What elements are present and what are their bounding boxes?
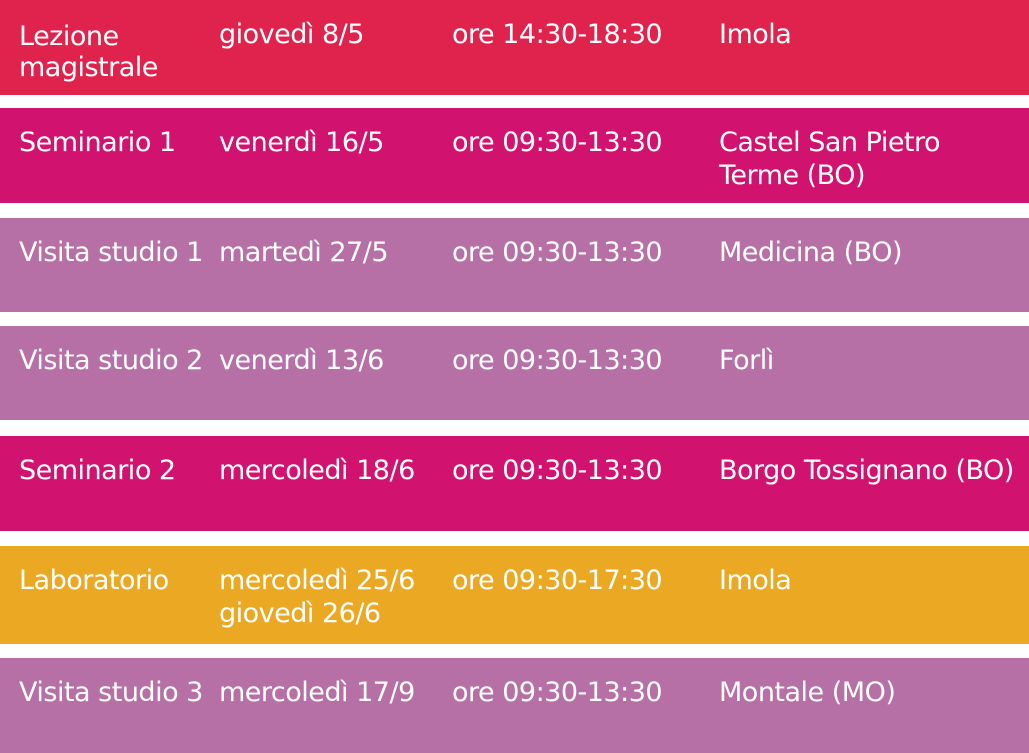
- schedule-row: Seminario 1 venerdì 16/5 ore 09:30-13:30…: [0, 108, 1029, 203]
- date-cell: martedì 27/5: [219, 237, 389, 268]
- place-cell: Imola: [719, 19, 792, 50]
- activity-cell: Laboratorio: [19, 565, 169, 596]
- time-cell: ore 09:30-13:30: [452, 345, 663, 376]
- activity-cell: Visita studio 3: [19, 677, 203, 708]
- place-cell: Borgo Tossignano (BO): [719, 455, 1014, 486]
- time-cell: ore 09:30-17:30: [452, 565, 663, 596]
- date-cell: venerdì 16/5: [219, 127, 384, 158]
- schedule-row: Visita studio 2 venerdì 13/6 ore 09:30-1…: [0, 326, 1029, 420]
- place-cell: Montale (MO): [719, 677, 896, 708]
- date-cell: mercoledì 18/6: [219, 455, 415, 486]
- schedule-row: Lezione magistrale giovedì 8/5 ore 14:30…: [0, 0, 1029, 95]
- activity-cell: Visita studio 1: [19, 237, 203, 268]
- place-cell: Medicina (BO): [719, 237, 903, 268]
- place-cell: Castel San Pietro Terme (BO): [719, 127, 941, 191]
- time-cell: ore 14:30-18:30: [452, 19, 663, 50]
- activity-cell: Visita studio 2: [19, 345, 203, 376]
- date-cell: giovedì 8/5: [219, 19, 364, 50]
- time-cell: ore 09:30-13:30: [452, 127, 663, 158]
- activity-cell: Lezione magistrale: [19, 21, 158, 83]
- date-cell: mercoledì 17/9: [219, 677, 415, 708]
- date-cell: mercoledì 25/6 giovedì 26/6: [219, 565, 415, 629]
- schedule-row: Seminario 2 mercoledì 18/6 ore 09:30-13:…: [0, 436, 1029, 531]
- place-cell: Imola: [719, 565, 792, 596]
- schedule-row: Visita studio 3 mercoledì 17/9 ore 09:30…: [0, 658, 1029, 753]
- time-cell: ore 09:30-13:30: [452, 237, 663, 268]
- schedule-row: Laboratorio mercoledì 25/6 giovedì 26/6 …: [0, 546, 1029, 644]
- activity-cell: Seminario 2: [19, 455, 176, 486]
- time-cell: ore 09:30-13:30: [452, 677, 663, 708]
- schedule-row: Visita studio 1 martedì 27/5 ore 09:30-1…: [0, 218, 1029, 312]
- place-cell: Forlì: [719, 345, 774, 376]
- date-cell: venerdì 13/6: [219, 345, 384, 376]
- time-cell: ore 09:30-13:30: [452, 455, 663, 486]
- activity-cell: Seminario 1: [19, 127, 176, 158]
